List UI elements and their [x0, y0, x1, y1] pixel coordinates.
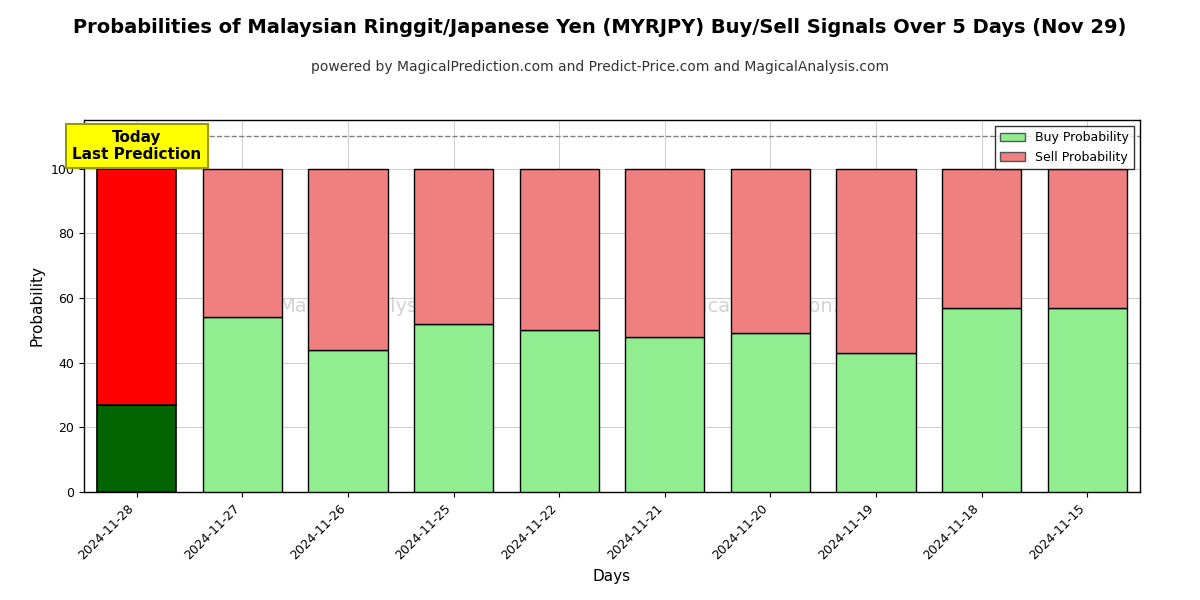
Bar — [520, 330, 599, 492]
Bar — [1048, 169, 1127, 308]
Bar — [836, 169, 916, 353]
Bar — [97, 404, 176, 492]
Bar — [520, 169, 599, 330]
Legend: Buy Probability, Sell Probability: Buy Probability, Sell Probability — [995, 126, 1134, 169]
Bar — [942, 308, 1021, 492]
Bar — [414, 169, 493, 324]
Bar — [308, 350, 388, 492]
Bar — [203, 317, 282, 492]
Bar — [625, 337, 704, 492]
Text: Today
Last Prediction: Today Last Prediction — [72, 130, 202, 162]
Y-axis label: Probability: Probability — [30, 265, 44, 346]
Bar — [625, 169, 704, 337]
Bar — [97, 169, 176, 404]
Text: MagicalPrediction.com: MagicalPrediction.com — [661, 296, 880, 316]
Text: MagicalAnalysis.com: MagicalAnalysis.com — [278, 296, 481, 316]
X-axis label: Days: Days — [593, 569, 631, 584]
Bar — [308, 169, 388, 350]
Bar — [836, 353, 916, 492]
Text: powered by MagicalPrediction.com and Predict-Price.com and MagicalAnalysis.com: powered by MagicalPrediction.com and Pre… — [311, 60, 889, 74]
Bar — [203, 169, 282, 317]
Bar — [414, 324, 493, 492]
Text: Probabilities of Malaysian Ringgit/Japanese Yen (MYRJPY) Buy/Sell Signals Over 5: Probabilities of Malaysian Ringgit/Japan… — [73, 18, 1127, 37]
Bar — [731, 334, 810, 492]
Bar — [731, 169, 810, 334]
Bar — [942, 169, 1021, 308]
Bar — [1048, 308, 1127, 492]
